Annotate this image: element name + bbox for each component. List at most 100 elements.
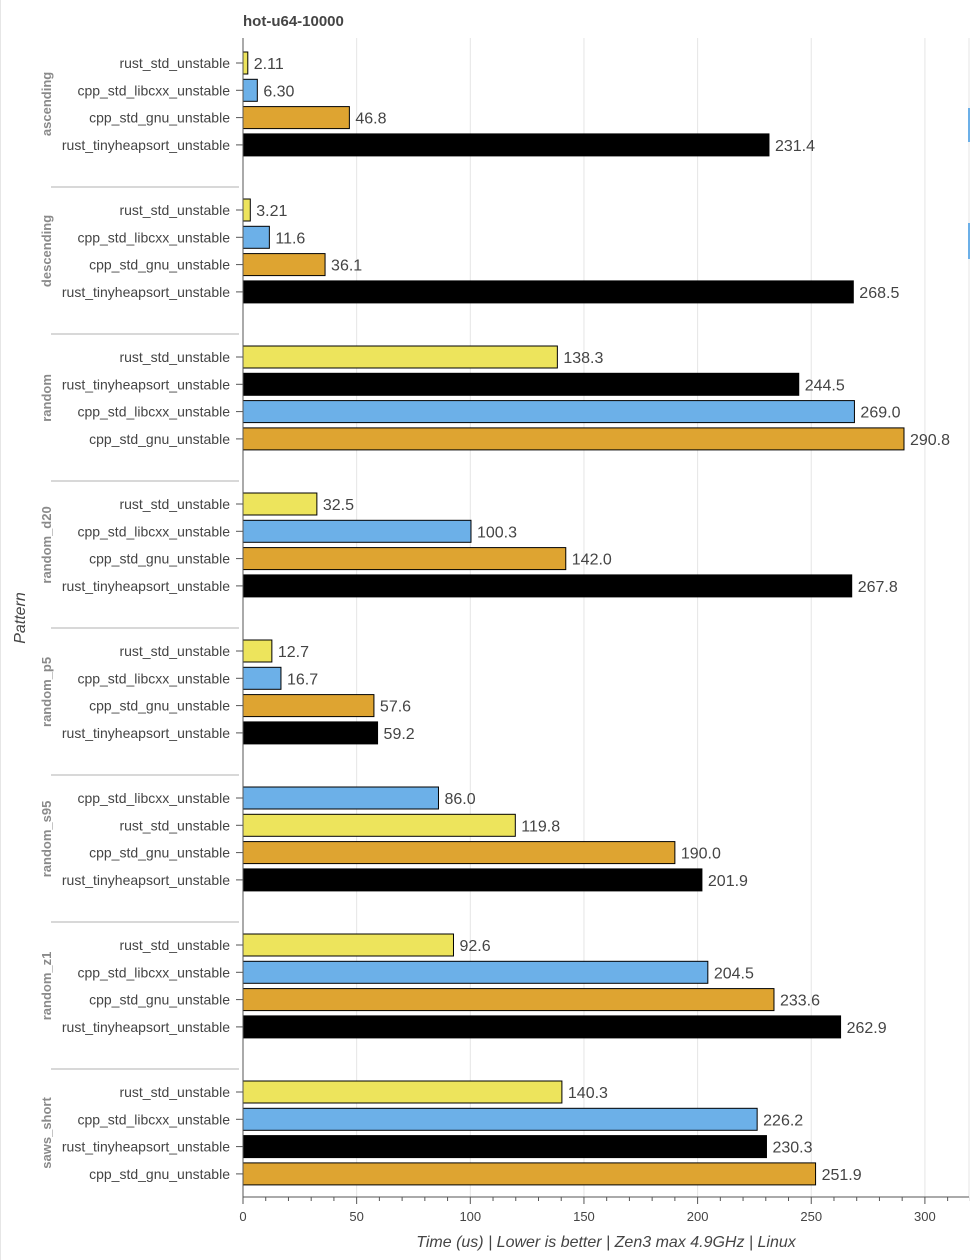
category-label: rust_tinyheapsort_unstable xyxy=(62,137,230,153)
data-label: 230.3 xyxy=(772,1140,812,1157)
bar-cpp_std_libcxx_unstable[interactable] xyxy=(242,78,258,102)
category-label: cpp_std_gnu_unstable xyxy=(89,551,230,567)
category-label: rust_std_unstable xyxy=(119,55,230,71)
bar-cpp_std_gnu_unstable[interactable] xyxy=(242,1162,817,1186)
edge-marker xyxy=(968,108,970,142)
data-label: 268.5 xyxy=(859,285,899,302)
data-label: 244.5 xyxy=(805,377,845,394)
data-label: 138.3 xyxy=(563,350,603,367)
category-label: rust_std_unstable xyxy=(119,1084,230,1100)
data-label: 12.7 xyxy=(278,644,309,661)
category-label: rust_std_unstable xyxy=(119,817,230,833)
data-label: 262.9 xyxy=(847,1020,887,1037)
category-label: rust_tinyheapsort_unstable xyxy=(62,1139,230,1155)
category-label: rust_tinyheapsort_unstable xyxy=(62,578,230,594)
category-label: rust_std_unstable xyxy=(119,937,230,953)
group-label: ascending xyxy=(39,72,54,136)
data-label: 231.4 xyxy=(775,138,815,155)
category-label: cpp_std_gnu_unstable xyxy=(89,992,230,1008)
category-label: cpp_std_libcxx_unstable xyxy=(77,670,230,686)
bar-rust_tinyheapsort_unstable[interactable] xyxy=(242,1135,767,1159)
x-tick-label: 150 xyxy=(573,1209,595,1224)
bar-rust_tinyheapsort_unstable[interactable] xyxy=(242,1015,842,1039)
bar-cpp_std_libcxx_unstable[interactable] xyxy=(242,666,282,690)
group-label: descending xyxy=(39,215,54,287)
category-label: cpp_std_libcxx_unstable xyxy=(77,229,230,245)
category-label: cpp_std_libcxx_unstable xyxy=(77,1111,230,1127)
bar-cpp_std_gnu_unstable[interactable] xyxy=(242,547,567,571)
x-tick-label: 100 xyxy=(459,1209,481,1224)
bar-rust_std_unstable[interactable] xyxy=(242,639,273,663)
bar-rust_std_unstable[interactable] xyxy=(242,1080,563,1104)
category-label: cpp_std_libcxx_unstable xyxy=(77,523,230,539)
bar-cpp_std_gnu_unstable[interactable] xyxy=(242,988,775,1012)
category-label: cpp_std_libcxx_unstable xyxy=(77,964,230,980)
category-label: rust_std_unstable xyxy=(119,349,230,365)
data-label: 86.0 xyxy=(444,791,475,808)
data-label: 201.9 xyxy=(708,873,748,890)
category-label: cpp_std_gnu_unstable xyxy=(89,845,230,861)
category-label: rust_std_unstable xyxy=(119,202,230,218)
y-axis-title: Pattern xyxy=(12,592,29,644)
data-label: 11.6 xyxy=(275,230,305,247)
category-label: cpp_std_gnu_unstable xyxy=(89,698,230,714)
data-label: 59.2 xyxy=(384,726,415,743)
data-label: 16.7 xyxy=(287,671,318,688)
bar-rust_tinyheapsort_unstable[interactable] xyxy=(242,280,854,304)
bar-cpp_std_gnu_unstable[interactable] xyxy=(242,841,676,865)
bar-rust_std_unstable[interactable] xyxy=(242,345,558,369)
bar-rust_std_unstable[interactable] xyxy=(242,813,516,837)
bar-rust_std_unstable[interactable] xyxy=(242,933,454,957)
category-label: rust_std_unstable xyxy=(119,643,230,659)
group-label: random_p5 xyxy=(39,657,54,727)
category-label: cpp_std_gnu_unstable xyxy=(89,1166,230,1182)
data-label: 190.0 xyxy=(681,846,721,863)
bar-cpp_std_libcxx_unstable[interactable] xyxy=(242,225,270,249)
x-tick-label: 250 xyxy=(800,1209,822,1224)
bar-rust_tinyheapsort_unstable[interactable] xyxy=(242,574,853,598)
bar-cpp_std_libcxx_unstable[interactable] xyxy=(242,1107,758,1131)
bar-cpp_std_libcxx_unstable[interactable] xyxy=(242,786,439,810)
category-label: rust_tinyheapsort_unstable xyxy=(62,376,230,392)
bar-rust_std_unstable[interactable] xyxy=(242,198,251,222)
bar-rust_tinyheapsort_unstable[interactable] xyxy=(242,868,703,892)
bar-cpp_std_libcxx_unstable[interactable] xyxy=(242,960,709,984)
group-label: random_s95 xyxy=(39,801,54,878)
bar-rust_tinyheapsort_unstable[interactable] xyxy=(242,133,770,157)
data-label: 251.9 xyxy=(822,1167,862,1184)
data-label: 142.0 xyxy=(572,552,612,569)
data-label: 3.21 xyxy=(256,203,287,220)
data-label: 267.8 xyxy=(858,579,898,596)
bar-rust_std_unstable[interactable] xyxy=(242,492,318,516)
bar-cpp_std_gnu_unstable[interactable] xyxy=(242,694,375,718)
category-label: cpp_std_libcxx_unstable xyxy=(77,790,230,806)
bar-cpp_std_libcxx_unstable[interactable] xyxy=(242,400,855,424)
category-label: cpp_std_gnu_unstable xyxy=(89,257,230,273)
data-label: 6.30 xyxy=(263,83,294,100)
edge-marker xyxy=(968,223,970,259)
bar-rust_std_unstable[interactable] xyxy=(242,51,249,75)
chart-title: hot-u64-10000 xyxy=(243,13,344,30)
group-label: random_z1 xyxy=(39,952,54,1021)
bar-rust_tinyheapsort_unstable[interactable] xyxy=(242,721,379,745)
category-label: cpp_std_libcxx_unstable xyxy=(77,404,230,420)
data-label: 46.8 xyxy=(355,111,386,128)
bar-cpp_std_libcxx_unstable[interactable] xyxy=(242,519,472,543)
category-label: rust_tinyheapsort_unstable xyxy=(62,872,230,888)
x-axis-title: Time (us) | Lower is better | Zen3 max 4… xyxy=(416,1234,797,1251)
bar-cpp_std_gnu_unstable[interactable] xyxy=(242,427,905,451)
group-label: random xyxy=(39,374,54,422)
bar-cpp_std_gnu_unstable[interactable] xyxy=(242,253,326,277)
bar-cpp_std_gnu_unstable[interactable] xyxy=(242,106,350,130)
category-label: rust_tinyheapsort_unstable xyxy=(62,284,230,300)
category-label: cpp_std_libcxx_unstable xyxy=(77,82,230,98)
data-label: 100.3 xyxy=(477,524,517,541)
x-tick-label: 50 xyxy=(349,1209,363,1224)
x-tick-label: 300 xyxy=(914,1209,936,1224)
group-label: saws_short xyxy=(39,1097,54,1169)
data-label: 36.1 xyxy=(331,258,362,275)
bar-rust_tinyheapsort_unstable[interactable] xyxy=(242,372,800,396)
data-label: 2.11 xyxy=(254,56,284,73)
x-tick-label: 200 xyxy=(687,1209,709,1224)
